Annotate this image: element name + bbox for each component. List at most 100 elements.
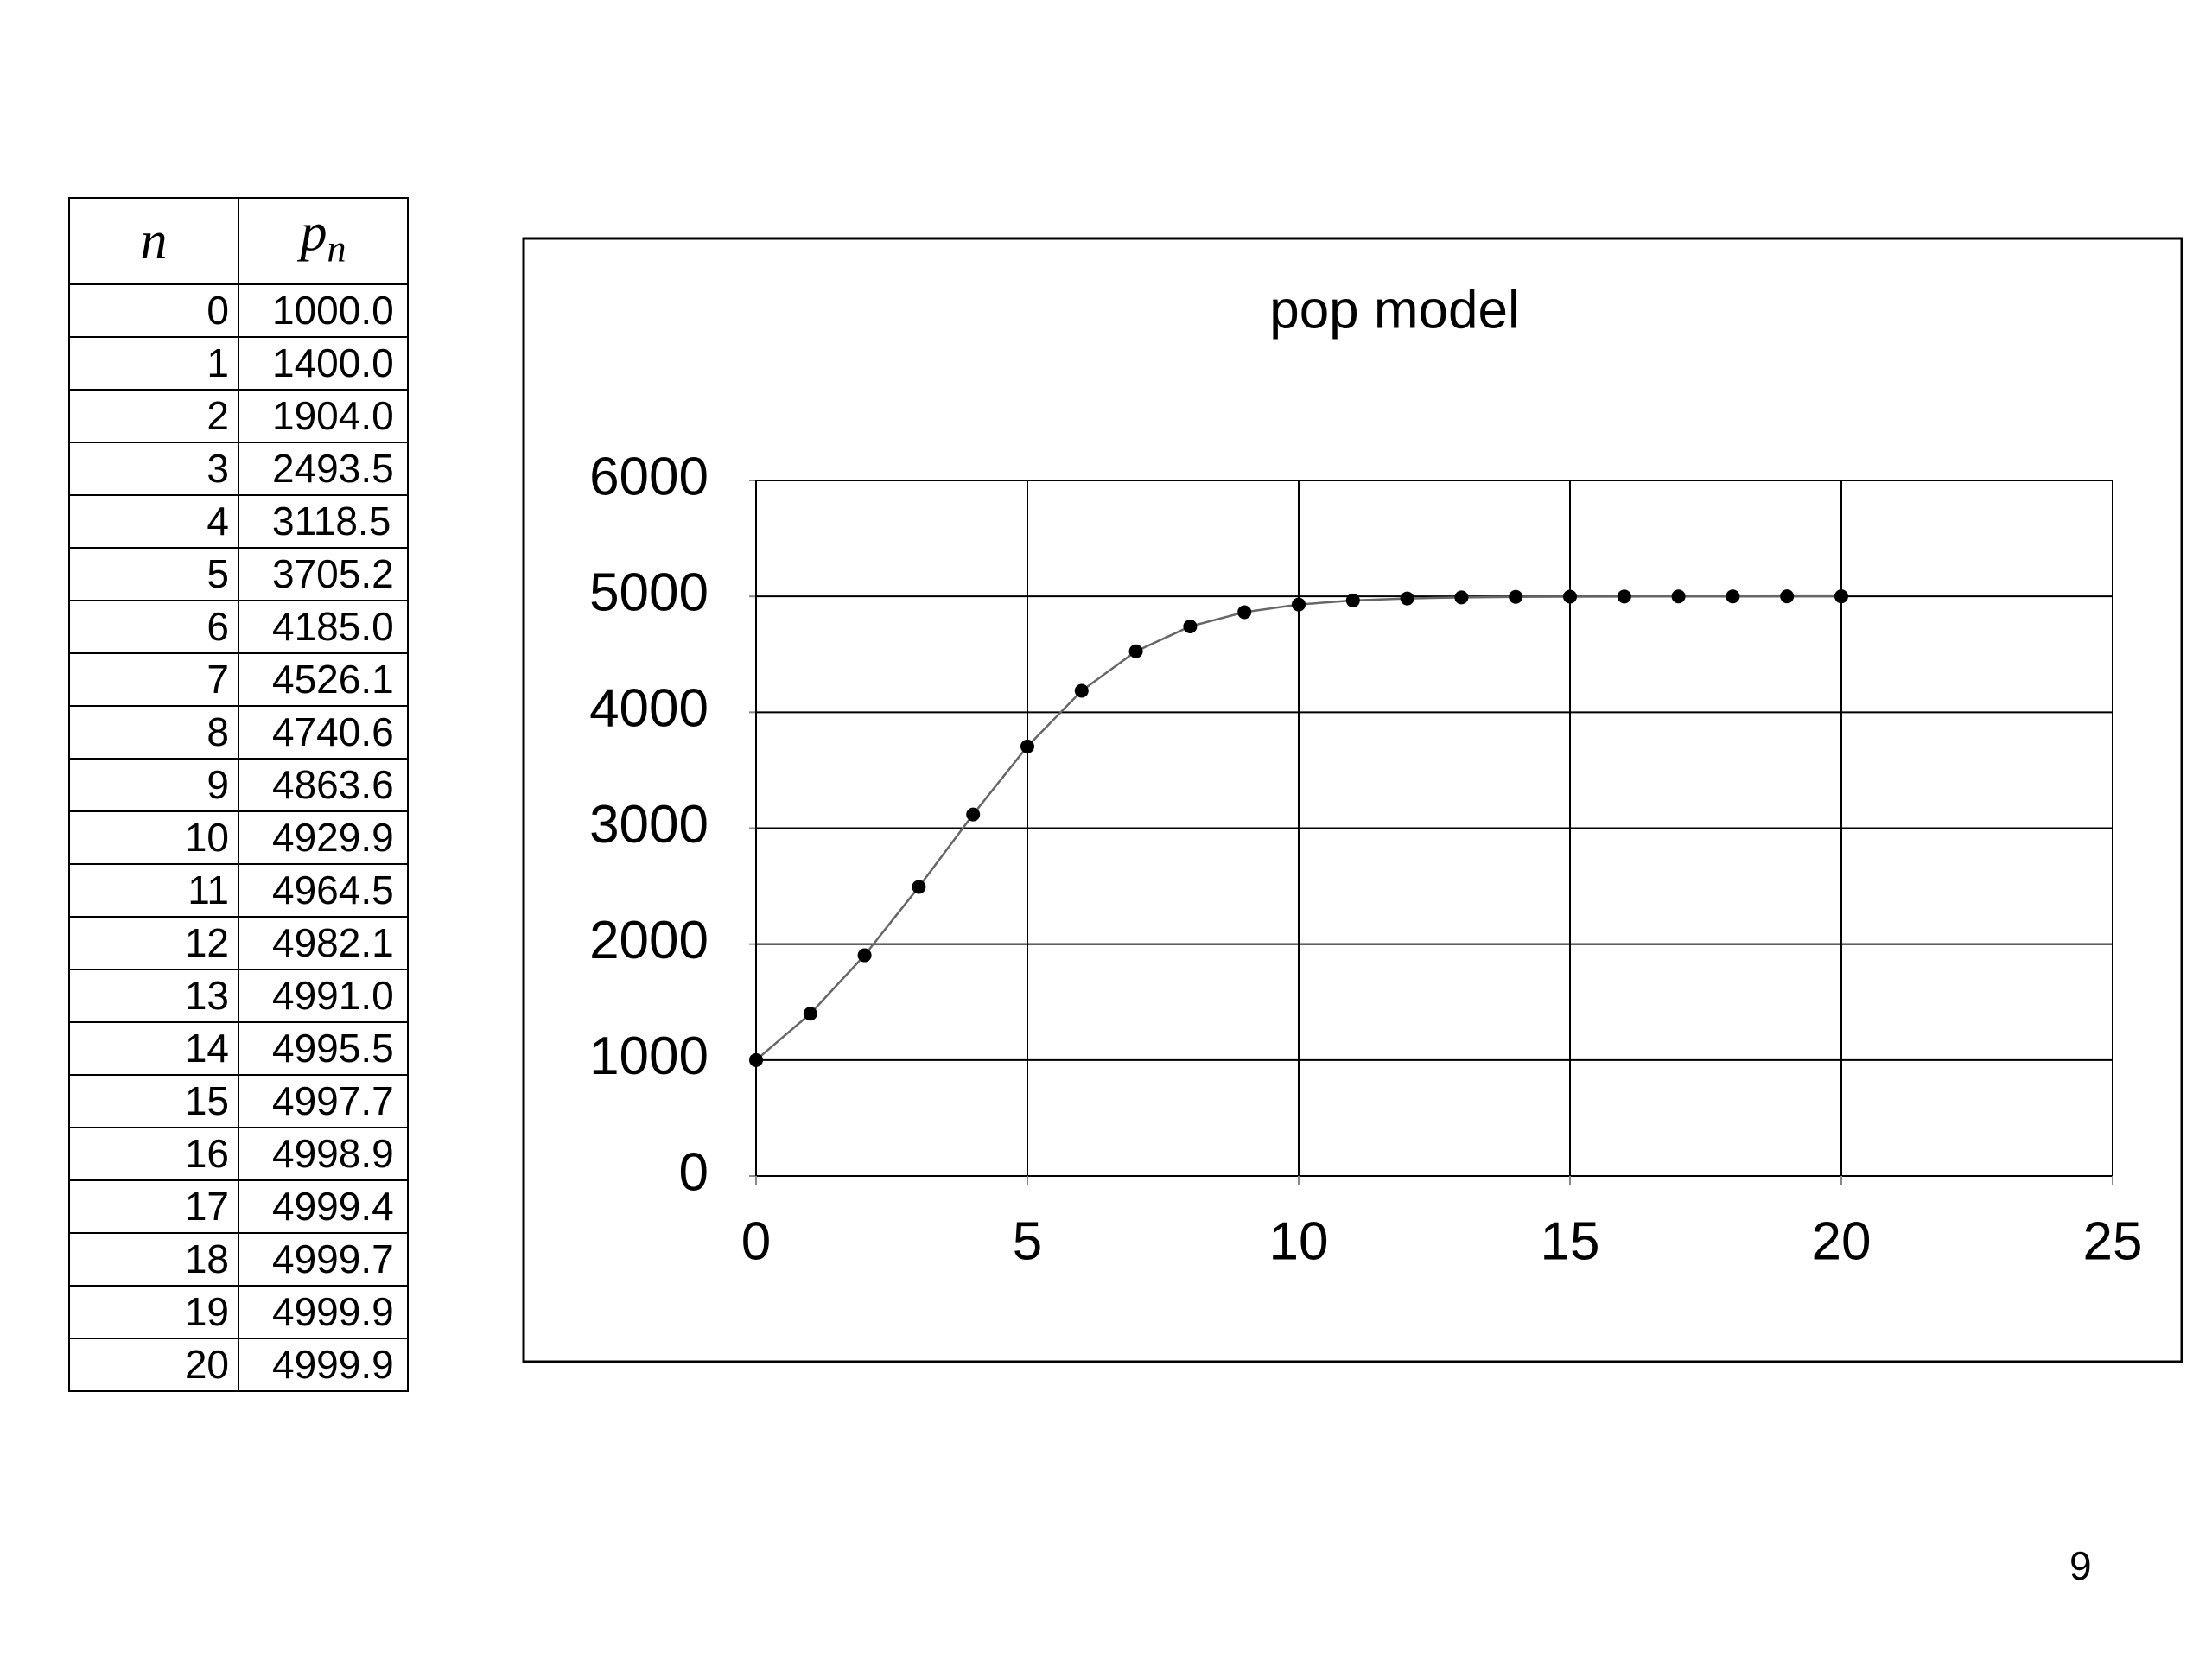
cell-n: 7 xyxy=(68,652,239,707)
cell-n: 12 xyxy=(68,916,239,970)
table-row: 3 2493.5 xyxy=(68,442,409,496)
y-tick-label: 6000 xyxy=(589,447,709,506)
cell-p: 4991.0 xyxy=(238,969,409,1023)
cell-p: 4999.9 xyxy=(238,1285,409,1339)
cell-n: 15 xyxy=(68,1074,239,1128)
data-point xyxy=(1292,597,1306,612)
cell-p: 4526.1 xyxy=(238,652,409,707)
table-row: 20 4999.9 xyxy=(68,1338,409,1392)
cell-p: 4964.5 xyxy=(238,863,409,918)
data-point xyxy=(1454,590,1469,605)
table-row: 0 1000.0 xyxy=(68,283,409,338)
chart-title: pop model xyxy=(1269,280,1520,340)
data-point xyxy=(1020,739,1034,753)
y-tick-label: 4000 xyxy=(589,679,709,739)
x-tick-label: 25 xyxy=(2083,1211,2143,1271)
cell-n: 17 xyxy=(68,1179,239,1234)
data-table: n pn 0 1000.0 1 1400.0 2 1904.0 3 2493.5 4 3118.5… xyxy=(68,197,409,1392)
x-tick-label: 15 xyxy=(1541,1211,1600,1271)
table-row: 14 4995.5 xyxy=(68,1021,409,1076)
table-row: 7 4526.1 xyxy=(68,652,409,707)
cell-n: 3 xyxy=(68,442,239,496)
cell-n: 14 xyxy=(68,1021,239,1076)
y-tick-label: 2000 xyxy=(589,911,709,970)
cell-n: 18 xyxy=(68,1232,239,1287)
page-number: 9 xyxy=(2069,1543,2092,1588)
cell-n: 10 xyxy=(68,810,239,865)
cell-p: 1904.0 xyxy=(238,389,409,443)
cell-p: 4740.6 xyxy=(238,705,409,760)
data-point xyxy=(1074,683,1089,698)
cell-p: 4929.9 xyxy=(238,810,409,865)
data-point xyxy=(1671,589,1686,604)
table-row: 1 1400.0 xyxy=(68,336,409,391)
data-point xyxy=(1834,589,1848,604)
cell-p: 3118.5 xyxy=(238,494,409,549)
cell-n: 6 xyxy=(68,600,239,654)
data-point xyxy=(1726,589,1740,604)
x-tick-label: 20 xyxy=(1812,1211,1872,1271)
header-p: pn xyxy=(238,197,409,285)
table-row: 8 4740.6 xyxy=(68,705,409,760)
cell-p: 4863.6 xyxy=(238,758,409,812)
data-point xyxy=(749,1052,763,1067)
cell-p: 2493.5 xyxy=(238,442,409,496)
table-row: 15 4997.7 xyxy=(68,1074,409,1128)
x-tick-label: 5 xyxy=(1013,1211,1042,1271)
table-row: 11 4964.5 xyxy=(68,863,409,918)
data-point xyxy=(1183,619,1198,633)
data-point xyxy=(1345,593,1360,607)
cell-n: 19 xyxy=(68,1285,239,1339)
table-row: 13 4991.0 xyxy=(68,969,409,1023)
table-row: 18 4999.7 xyxy=(68,1232,409,1287)
cell-p: 4995.5 xyxy=(238,1021,409,1076)
table-row: 4 3118.5 xyxy=(68,494,409,549)
cell-n: 13 xyxy=(68,969,239,1023)
table-row: 6 4185.0 xyxy=(68,600,409,654)
cell-n: 0 xyxy=(68,283,239,338)
cell-n: 4 xyxy=(68,494,239,549)
cell-n: 1 xyxy=(68,336,239,391)
table-row: 19 4999.9 xyxy=(68,1285,409,1339)
cell-p: 1400.0 xyxy=(238,336,409,391)
data-point xyxy=(1563,589,1577,604)
data-point xyxy=(1128,644,1143,658)
cell-p: 4998.9 xyxy=(238,1127,409,1181)
table-row: 12 4982.1 xyxy=(68,916,409,970)
chart-frame xyxy=(522,237,2183,1363)
cell-n: 8 xyxy=(68,705,239,760)
cell-n: 20 xyxy=(68,1338,239,1392)
x-tick-label: 10 xyxy=(1269,1211,1329,1271)
cell-p: 4997.7 xyxy=(238,1074,409,1128)
table-row: 16 4998.9 xyxy=(68,1127,409,1181)
cell-p: 4185.0 xyxy=(238,600,409,654)
header-p-base: p xyxy=(300,203,327,263)
y-tick-label: 5000 xyxy=(589,563,709,623)
y-tick-label: 0 xyxy=(679,1142,709,1202)
y-tick-label: 1000 xyxy=(589,1027,709,1086)
y-tick-label: 3000 xyxy=(589,795,709,855)
data-point xyxy=(966,807,981,822)
cell-n: 16 xyxy=(68,1127,239,1181)
data-point xyxy=(912,880,926,894)
cell-p: 4999.9 xyxy=(238,1338,409,1392)
cell-p: 3705.2 xyxy=(238,547,409,601)
x-tick-label: 0 xyxy=(741,1211,771,1271)
data-point xyxy=(803,1007,817,1021)
data-point xyxy=(1237,605,1252,620)
data-point xyxy=(857,948,872,963)
cell-p: 4982.1 xyxy=(238,916,409,970)
cell-p: 4999.7 xyxy=(238,1232,409,1287)
table-row: 17 4999.4 xyxy=(68,1179,409,1234)
table-row: 9 4863.6 xyxy=(68,758,409,812)
header-n: n xyxy=(68,197,239,285)
cell-p: 4999.4 xyxy=(238,1179,409,1234)
table-row: 2 1904.0 xyxy=(68,389,409,443)
cell-n: 2 xyxy=(68,389,239,443)
table-row: 10 4929.9 xyxy=(68,810,409,865)
table-row: 5 3705.2 xyxy=(68,547,409,601)
data-point xyxy=(1509,589,1523,604)
data-point xyxy=(1617,589,1631,604)
